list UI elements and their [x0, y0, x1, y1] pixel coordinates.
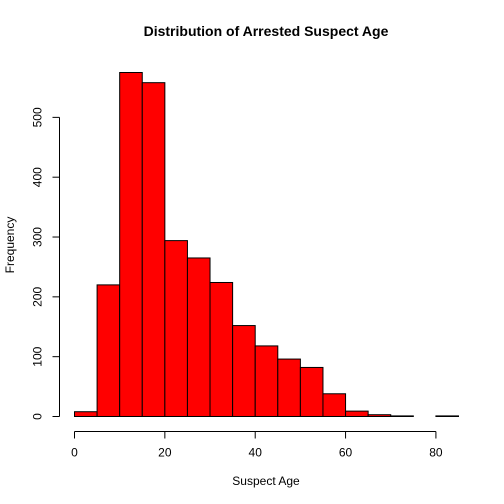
x-tick-label: 80: [429, 446, 443, 460]
y-axis-label: Frequency: [3, 217, 17, 274]
histogram-bar: [119, 72, 143, 417]
histogram-bar: [164, 240, 188, 417]
histogram-bar: [299, 366, 324, 417]
histogram-bar: [209, 281, 234, 417]
x-tick-label: 20: [158, 446, 172, 460]
histogram-bar: [186, 257, 211, 417]
histogram-bar: [367, 414, 392, 418]
histogram-bar: [254, 345, 279, 417]
histogram-bar: [96, 284, 121, 417]
histogram-bar: [435, 415, 460, 417]
y-tick-label: 200: [31, 287, 45, 307]
y-tick-label: 0: [31, 413, 45, 420]
histogram-bar: [322, 393, 347, 417]
y-axis: 0 100 200 300 400 500: [31, 107, 60, 420]
x-tick-label: 0: [71, 446, 78, 460]
x-axis-label: Suspect Age: [232, 474, 300, 488]
histogram-bar: [390, 415, 414, 417]
histogram-bar: [74, 411, 98, 418]
y-tick-label: 100: [31, 346, 45, 366]
x-tick-label: 40: [249, 446, 263, 460]
x-axis: 0 20 40 60 80: [71, 431, 443, 460]
x-tick-label: 60: [339, 446, 353, 460]
y-tick-label: 500: [31, 107, 45, 127]
chart-title: Distribution of Arrested Suspect Age: [144, 23, 389, 39]
histogram-bar: [141, 82, 166, 417]
histogram-bar: [232, 325, 256, 418]
y-tick-label: 300: [31, 227, 45, 247]
histogram-bar: [345, 410, 369, 418]
y-tick-label: 400: [31, 167, 45, 187]
bars-group: [74, 72, 460, 418]
histogram-bar: [277, 358, 301, 417]
